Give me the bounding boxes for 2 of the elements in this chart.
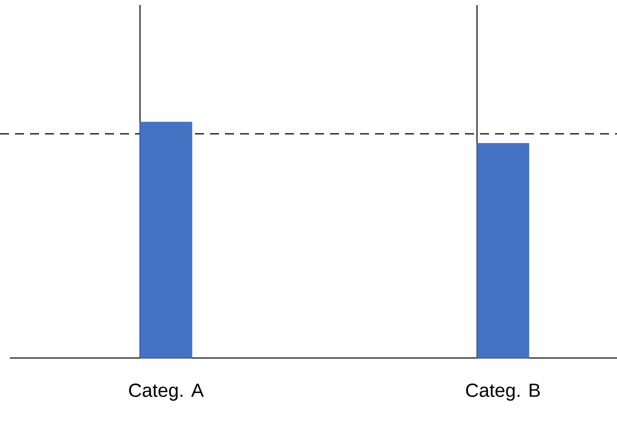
x-tick-label: Categ. B [466,384,540,401]
x-tick-label: Categ. A [129,384,204,401]
